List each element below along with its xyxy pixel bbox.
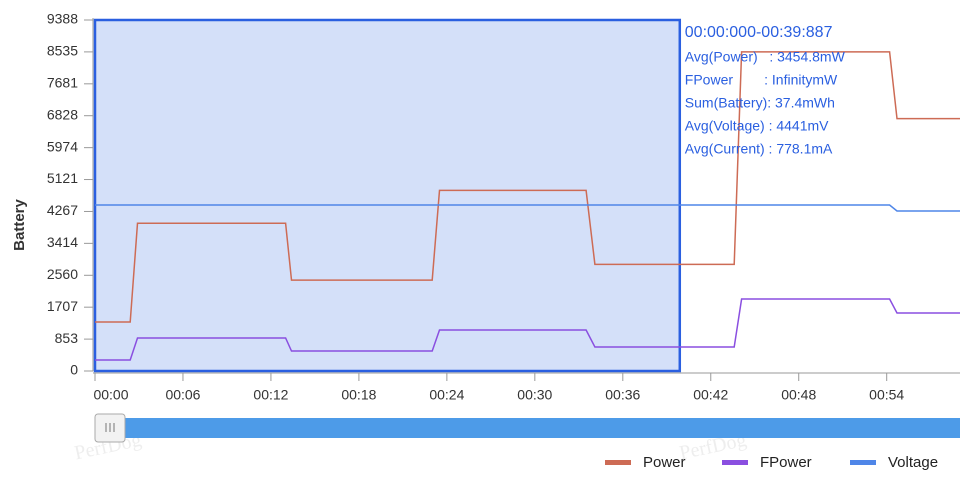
- handle-grip: [105, 423, 115, 432]
- selection-stat: Sum(Battery): 37.4mWh: [685, 95, 835, 111]
- y-tick-label: 2560: [47, 266, 78, 282]
- legend-label: FPower: [760, 454, 812, 471]
- legend-swatch: [605, 460, 631, 465]
- y-axis-label: Battery: [11, 198, 28, 250]
- x-tick-label: 00:06: [165, 387, 200, 403]
- y-tick-label: 1707: [47, 298, 78, 314]
- selection-box: [93, 18, 682, 373]
- y-tick-label: 5974: [47, 138, 78, 154]
- selection-title: 00:00:000-00:39:887: [685, 24, 833, 41]
- y-tick-label: 0: [70, 362, 78, 378]
- x-tick-label: 00:12: [253, 387, 288, 403]
- selection-stat: Avg(Power) : 3454.8mW: [685, 49, 846, 65]
- series-line: [95, 298, 960, 361]
- selection-stat: Avg(Current) : 778.1mA: [685, 141, 833, 157]
- legend-swatch: [850, 460, 876, 465]
- y-tick-label: 5121: [47, 170, 78, 186]
- x-tick-label: 00:42: [693, 387, 728, 403]
- x-tick-label: 00:36: [605, 387, 640, 403]
- legend-swatch: [722, 460, 748, 465]
- legend-label: Voltage: [888, 454, 938, 471]
- series-line: [95, 204, 960, 212]
- selection-stat: Avg(Voltage) : 4441mV: [685, 118, 829, 134]
- y-tick-label: 4267: [47, 202, 78, 218]
- selection-stat: FPower : InfinitymW: [685, 72, 838, 88]
- y-tick-label: 3414: [47, 234, 78, 250]
- scrollbar[interactable]: [95, 418, 960, 438]
- x-tick-label: 00:00: [93, 387, 128, 403]
- x-tick-label: 00:18: [341, 387, 376, 403]
- y-tick-label: 7681: [47, 75, 78, 91]
- x-tick-label: 00:54: [869, 387, 904, 403]
- y-tick-label: 8535: [47, 43, 78, 59]
- legend-label: Power: [643, 454, 686, 471]
- series-line: [95, 51, 960, 323]
- y-tick-label: 9388: [47, 11, 78, 27]
- x-tick-label: 00:48: [781, 387, 816, 403]
- x-tick-label: 00:24: [429, 387, 464, 403]
- y-tick-label: 6828: [47, 106, 78, 122]
- y-tick-label: 853: [55, 330, 79, 346]
- x-tick-label: 00:30: [517, 387, 552, 403]
